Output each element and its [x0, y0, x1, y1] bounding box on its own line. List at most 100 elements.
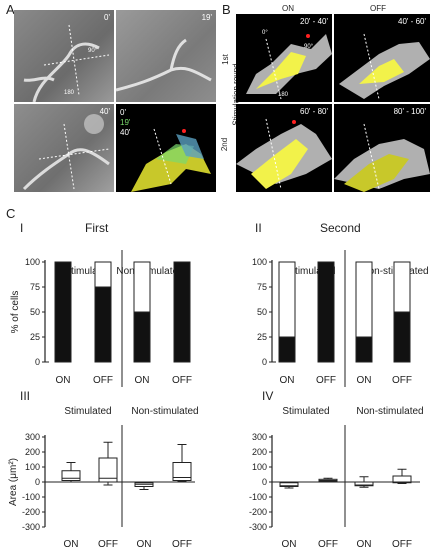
legend-0: 0': [120, 108, 126, 117]
bar-filled-0-3: [173, 261, 191, 363]
mask-off-round1: 40' - 60': [334, 14, 430, 102]
time-label-b2: 40' - 60': [398, 17, 426, 26]
y-tick-label-1-2: 50: [257, 307, 267, 317]
y-axis-label-2: Area (μm²): [8, 458, 19, 506]
panel-c-letter: C: [6, 206, 16, 221]
y-tick-label-3-6: -300: [249, 522, 267, 532]
y-tick-label-0-4: 100: [25, 257, 40, 267]
y-tick-label-3-5: -200: [249, 507, 267, 517]
box-3-3: [392, 475, 412, 484]
angle-label-a-90: 90°: [88, 48, 98, 54]
micrograph-a-19: 19': [116, 10, 216, 102]
group-label-1-0: Stimulated: [288, 266, 335, 277]
mask-shapes-off1: [339, 33, 430, 100]
category-label-1-1: OFF: [316, 375, 336, 386]
y-tick-label-2-3: 0: [35, 477, 40, 487]
y-tick-label-1-1: 25: [257, 332, 267, 342]
mask-shapes-off2: [334, 123, 430, 192]
overlay-shapes-a: [131, 128, 211, 192]
time-label-a-19: 19': [201, 13, 212, 22]
chart-title-0: First: [85, 221, 109, 235]
group-label-3-0: Stimulated: [282, 406, 329, 417]
category-label-3-0: ON: [282, 539, 297, 550]
y-tick-label-3-0: 300: [252, 432, 267, 442]
legend-40: 40': [120, 128, 131, 137]
cell-outline-a-19: [116, 38, 212, 92]
y-tick-label-0-3: 75: [30, 282, 40, 292]
time-label-b4: 80' - 100': [393, 107, 426, 116]
on-label: ON: [282, 4, 294, 13]
bar-filled-1-3: [393, 311, 411, 363]
category-label-1-0: ON: [280, 375, 295, 386]
bar-filled-0-2: [133, 311, 151, 363]
box-3-0: [279, 482, 299, 487]
category-label-1-2: ON: [357, 375, 372, 386]
mask-on-round1: 20' - 40' 0° 90° 180: [236, 14, 332, 102]
chart-roman-2: III: [20, 389, 30, 403]
category-label-2-3: OFF: [172, 539, 192, 550]
group-label-2-0: Stimulated: [64, 406, 111, 417]
box-2-0: [61, 470, 81, 481]
legend-19: 19': [120, 118, 131, 127]
time-label-a-40: 40': [99, 107, 110, 116]
y-tick-label-2-0: 300: [25, 432, 40, 442]
y-tick-label-3-2: 100: [252, 462, 267, 472]
bar-filled-0-0: [54, 261, 72, 363]
angle-label-a-180: 180: [64, 90, 75, 96]
bar-filled-0-1: [94, 286, 112, 363]
category-label-0-3: OFF: [172, 375, 192, 386]
group-label-2-1: Non-stimulated: [131, 406, 198, 417]
category-label-0-0: ON: [56, 375, 71, 386]
mask-shapes-on1: [246, 34, 332, 100]
panel-b-letter: B: [222, 2, 231, 17]
y-tick-label-2-6: -300: [22, 522, 40, 532]
category-label-3-2: ON: [357, 539, 372, 550]
category-label-2-1: OFF: [98, 539, 118, 550]
category-label-0-1: OFF: [93, 375, 113, 386]
chart-roman-0: I: [20, 221, 23, 235]
cell-outline-a-40: [22, 114, 110, 191]
chart-title-1: Second: [320, 221, 361, 235]
y-tick-label-0-0: 0: [35, 357, 40, 367]
y-tick-label-0-1: 25: [30, 332, 40, 342]
box-2-3: [172, 462, 192, 481]
box-3-2: [354, 481, 374, 487]
category-label-1-3: OFF: [392, 375, 412, 386]
category-label-3-3: OFF: [392, 539, 412, 550]
category-label-2-2: ON: [137, 539, 152, 550]
y-tick-label-1-0: 0: [262, 357, 267, 367]
mask-shapes-on2: [236, 118, 332, 190]
y-tick-label-1-4: 100: [252, 257, 267, 267]
y-tick-label-2-5: -200: [22, 507, 40, 517]
y-tick-label-2-1: 200: [25, 447, 40, 457]
overlay-panel-a: 0' 19' 40': [116, 104, 216, 192]
y-tick-label-2-2: 100: [25, 462, 40, 472]
y-axis-label-0: % of cells: [10, 291, 21, 334]
y-tick-label-1-3: 75: [257, 282, 267, 292]
mask-off-round2: 80' - 100': [334, 104, 430, 192]
category-label-2-0: ON: [64, 539, 79, 550]
time-label-a-0: 0': [104, 13, 110, 22]
angle-b-0: 0°: [262, 30, 268, 36]
bar-filled-1-1: [317, 261, 335, 363]
group-label-0-0: Stimulated: [64, 266, 111, 277]
time-label-b1: 20' - 40': [300, 17, 328, 26]
micrograph-a-40: 40': [14, 104, 114, 192]
time-label-b3: 60' - 80': [300, 107, 328, 116]
chart-roman-3: IV: [262, 389, 273, 403]
y-tick-label-0-2: 50: [30, 307, 40, 317]
y-tick-label-3-1: 200: [252, 447, 267, 457]
panel-a-letter: A: [6, 2, 15, 17]
category-label-3-1: OFF: [318, 539, 338, 550]
bar-filled-1-2: [355, 336, 373, 363]
cell-outline-a-0: [23, 24, 110, 102]
angle-b-90: 90°: [304, 44, 314, 50]
bar-filled-1-0: [278, 336, 296, 363]
off-label: OFF: [370, 4, 386, 13]
mask-on-round2: 60' - 80': [236, 104, 332, 192]
category-label-0-2: ON: [135, 375, 150, 386]
group-label-3-1: Non-stimulated: [356, 406, 423, 417]
y-tick-label-2-4: -100: [22, 492, 40, 502]
micrograph-a-0: 0' 90° 180: [14, 10, 114, 102]
